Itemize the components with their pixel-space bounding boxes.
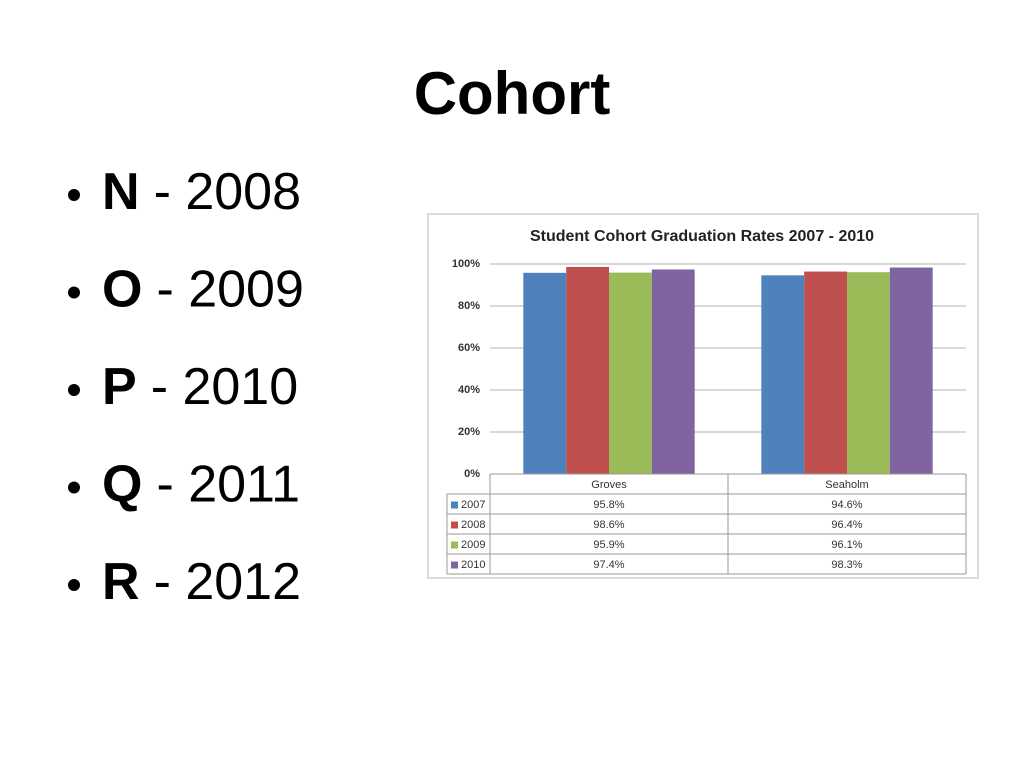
y-tick-label: 100%	[452, 258, 480, 270]
bullet-value: - 2008	[154, 163, 301, 221]
bullet-value: - 2011	[156, 455, 300, 513]
bullet-value: - 2009	[156, 260, 303, 318]
data-label: 98.6%	[593, 519, 624, 531]
bar	[847, 272, 890, 474]
bar	[609, 272, 652, 474]
slide-title: Cohort	[414, 60, 611, 127]
legend-swatch	[451, 521, 458, 529]
x-tick-label: Groves	[591, 479, 627, 491]
legend-swatch	[451, 541, 458, 549]
bullet-text: P- 2010	[102, 358, 298, 416]
bullet-dot	[68, 286, 80, 299]
x-tick-label: Seaholm	[825, 479, 868, 491]
data-label: 96.1%	[831, 539, 862, 551]
bullet-dot	[68, 189, 80, 201]
legend-label: 2010	[461, 559, 485, 571]
bar	[566, 266, 609, 474]
data-label: 98.3%	[831, 559, 862, 571]
bullet-value: - 2010	[151, 358, 298, 416]
bar	[889, 267, 933, 474]
bar	[523, 272, 567, 474]
y-tick-label: 20%	[458, 426, 480, 438]
data-label: 95.8%	[593, 499, 624, 511]
bar	[651, 269, 695, 474]
bullet-text: N- 2008	[102, 163, 301, 221]
y-tick-label: 40%	[458, 384, 480, 396]
data-label: 96.4%	[831, 519, 862, 531]
bullet-dot	[68, 384, 80, 396]
data-label: 97.4%	[593, 559, 624, 571]
legend-swatch	[451, 501, 458, 509]
data-label: 94.6%	[831, 499, 862, 511]
bullet-text: R- 2012	[102, 553, 301, 611]
legend-label: 2007	[461, 499, 485, 511]
bullet-text: O- 2009	[102, 260, 304, 318]
legend-label: 2009	[461, 539, 485, 551]
bullet-key: Q	[102, 455, 142, 513]
bullet-dot	[68, 481, 80, 494]
data-label: 95.9%	[593, 539, 624, 551]
legend-swatch	[451, 561, 458, 569]
bullet-key: N	[102, 163, 140, 221]
legend-label: 2008	[461, 519, 485, 531]
y-tick-label: 80%	[458, 300, 480, 312]
bullet-key: P	[102, 358, 137, 416]
bar	[804, 271, 847, 474]
bullet-value: - 2012	[154, 553, 301, 611]
chart-title: Student Cohort Graduation Rates 2007 - 2…	[530, 228, 874, 245]
bullet-key: O	[102, 260, 142, 318]
bullet-dot	[68, 579, 80, 591]
y-tick-label: 60%	[458, 342, 480, 354]
bullet-key: R	[102, 553, 140, 611]
bar	[761, 275, 805, 474]
y-tick-label: 0%	[464, 468, 480, 480]
bullet-text: Q- 2011	[102, 455, 300, 513]
